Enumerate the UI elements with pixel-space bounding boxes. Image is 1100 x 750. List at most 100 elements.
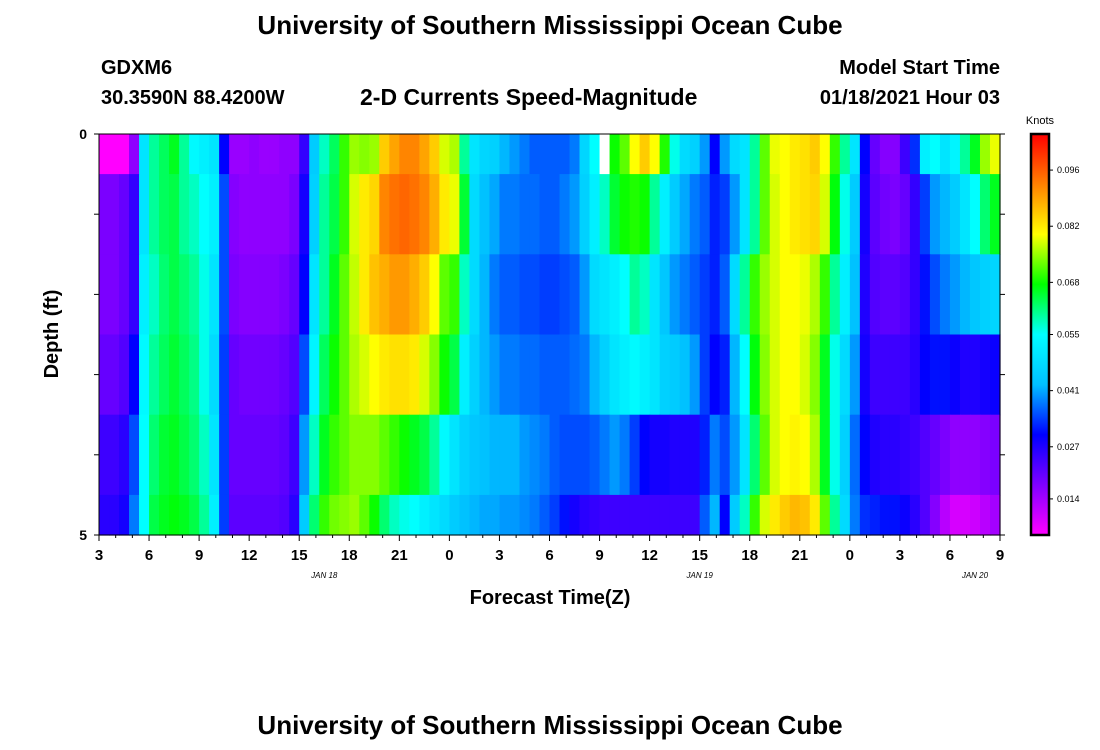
heatmap-cell	[829, 334, 841, 416]
heatmap-cell	[179, 134, 190, 175]
heatmap-cell	[589, 334, 601, 416]
heatmap-cell	[729, 334, 741, 416]
heatmap-cell	[809, 134, 821, 175]
heatmap-cell	[989, 134, 1001, 175]
heatmap-cell	[789, 414, 801, 496]
heatmap-cell	[469, 174, 481, 255]
heatmap-cell	[979, 134, 991, 175]
heatmap-cell	[409, 414, 420, 496]
x-tick-label: 3	[495, 547, 503, 564]
heatmap-cell	[979, 174, 991, 255]
heatmap-cell	[149, 334, 160, 416]
heatmap-cell	[369, 334, 380, 416]
heatmap-cell	[499, 414, 511, 496]
heatmap-cell	[179, 494, 190, 536]
heatmap-cell	[529, 414, 541, 496]
heatmap-cell	[699, 174, 711, 255]
heatmap-cell	[149, 494, 160, 536]
heatmap-cell	[779, 134, 791, 175]
heatmap-cell	[769, 134, 781, 175]
heatmap-cell	[789, 174, 801, 255]
heatmap-cell	[119, 334, 130, 416]
heatmap-cell	[489, 134, 501, 175]
heatmap-cell	[579, 334, 591, 416]
heatmap-cell	[189, 334, 200, 416]
heatmap-cell	[299, 334, 310, 416]
heatmap-cell	[449, 134, 460, 175]
x-tick-label: 0	[846, 547, 854, 564]
heatmap-cell	[619, 134, 631, 175]
heatmap-cell	[899, 334, 911, 416]
x-tick-label: 9	[595, 547, 603, 564]
heatmap-cell	[879, 334, 891, 416]
colorbar: Knots 0.096 0.082 0.068 0.055 0.041 0.027 0.014	[1026, 115, 1080, 537]
heatmap-cell	[979, 254, 991, 336]
heatmap-cell	[139, 414, 150, 496]
heatmap-cell	[279, 254, 290, 336]
station-id: GDXM6	[101, 57, 173, 79]
heatmap-cell	[939, 414, 951, 496]
heatmap-cell	[929, 134, 941, 175]
heatmap-cell	[439, 494, 450, 536]
heatmap-cell	[569, 494, 581, 536]
heatmap-cell	[559, 254, 571, 336]
heatmap-cell	[99, 254, 110, 336]
heatmap-cell	[689, 134, 701, 175]
heatmap-cell	[359, 334, 370, 416]
heatmap-cell	[339, 174, 350, 255]
heatmap-cell	[949, 254, 961, 336]
heatmap-cell	[399, 334, 410, 416]
heatmap-cell	[599, 254, 611, 336]
heatmap-cell	[909, 134, 921, 175]
heatmap-cell	[449, 174, 460, 255]
heatmap-cell	[639, 134, 651, 175]
heatmap-cell	[199, 174, 210, 255]
heatmap-cell	[549, 254, 561, 336]
heatmap-cell	[799, 134, 811, 175]
heatmap-cell	[529, 134, 541, 175]
heatmap-cell	[209, 414, 220, 496]
colorbar-tick-label: 0.014	[1057, 494, 1080, 504]
heatmap-cell	[229, 254, 240, 336]
x-tick-label: 21	[791, 547, 808, 564]
heatmap-cell	[759, 414, 771, 496]
y-tick-label: 5	[79, 527, 87, 543]
heatmap-cell	[369, 254, 380, 336]
heatmap-cell	[119, 134, 130, 175]
page-title: University of Southern Mississippi Ocean…	[257, 10, 843, 40]
heatmap-cell	[649, 134, 661, 175]
heatmap-cell	[869, 334, 881, 416]
heatmap-cell	[539, 334, 551, 416]
heatmap-cell	[969, 334, 981, 416]
heatmap-cell	[599, 174, 611, 255]
heatmap-cell	[329, 414, 340, 496]
heatmap-cell	[139, 174, 150, 255]
heatmap-cell	[239, 174, 250, 255]
heatmap-cell	[379, 494, 390, 536]
heatmap-cell	[259, 334, 270, 416]
heatmap-cell	[879, 174, 891, 255]
heatmap-cell	[669, 494, 681, 536]
heatmap-cell	[819, 334, 831, 416]
heatmap-cell	[449, 334, 460, 416]
heatmap-cell	[589, 174, 601, 255]
heatmap-cell	[679, 494, 691, 536]
heatmap-cell	[679, 414, 691, 496]
heatmap-cell	[539, 414, 551, 496]
heatmap-cell	[139, 494, 150, 536]
heatmap-cell	[519, 254, 531, 336]
heatmap-cell	[789, 334, 801, 416]
heatmap-cell	[389, 334, 400, 416]
heatmap-cell	[209, 134, 220, 175]
heatmap-cell	[499, 254, 511, 336]
heatmap-cell	[719, 334, 731, 416]
heatmap-cell	[459, 174, 471, 255]
heatmap-cell	[829, 174, 841, 255]
heatmap-cell	[239, 134, 250, 175]
heatmap-cell	[319, 134, 330, 175]
heatmap-cell	[159, 414, 170, 496]
heatmap-cell	[989, 414, 1001, 496]
heatmap-cell	[479, 334, 491, 416]
heatmap-cell	[619, 494, 631, 536]
heatmap-cell	[659, 334, 671, 416]
